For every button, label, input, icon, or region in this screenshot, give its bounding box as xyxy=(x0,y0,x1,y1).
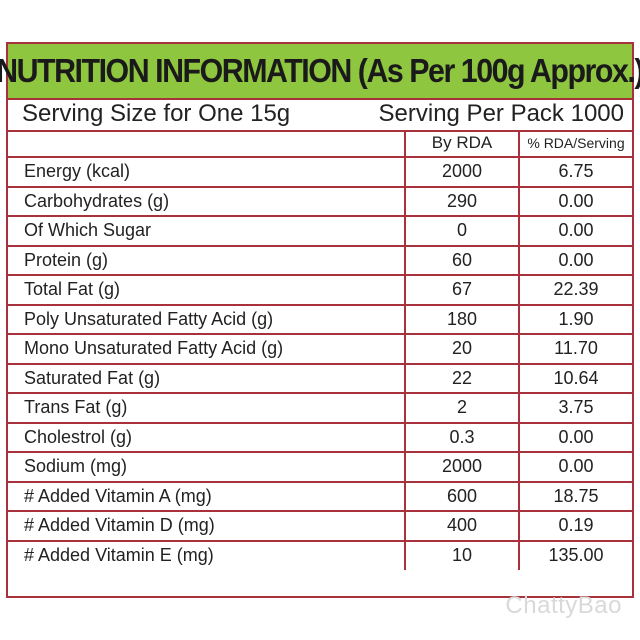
rda-value: 2000 xyxy=(405,156,520,187)
table-row: Sodium (mg) 2000 0.00 xyxy=(8,451,632,482)
nutrient-name: Poly Unsaturated Fatty Acid (g) xyxy=(8,303,406,334)
table-row: Saturated Fat (g) 22 10.64 xyxy=(8,362,632,393)
rda-value: 0.3 xyxy=(405,421,520,452)
table-row: # Added Vitamin D (mg) 400 0.19 xyxy=(8,510,632,541)
rda-value: 600 xyxy=(405,480,520,511)
rda-per-serving-value: 3.75 xyxy=(519,392,632,423)
table-row: Mono Unsaturated Fatty Acid (g) 20 11.70 xyxy=(8,333,632,364)
nutrient-name: Cholestrol (g) xyxy=(8,421,406,452)
table-row: # Added Vitamin E (mg) 10 135.00 xyxy=(8,539,632,570)
nutrient-name: # Added Vitamin D (mg) xyxy=(8,510,406,541)
nutrient-name: Sodium (mg) xyxy=(8,451,406,482)
nutrient-name: # Added Vitamin E (mg) xyxy=(8,539,406,570)
table-header-row: By RDA % RDA/Serving xyxy=(8,130,632,157)
rda-per-serving-value: 18.75 xyxy=(519,480,632,511)
rda-per-serving-value: 135.00 xyxy=(519,539,632,570)
nutrient-name: # Added Vitamin A (mg) xyxy=(8,480,406,511)
table-row: # Added Vitamin A (mg) 600 18.75 xyxy=(8,480,632,511)
header-nutrient xyxy=(8,130,406,157)
rda-value: 20 xyxy=(405,333,520,364)
rda-per-serving-value: 11.70 xyxy=(519,333,632,364)
nutrient-name: Saturated Fat (g) xyxy=(8,362,406,393)
table-row: Poly Unsaturated Fatty Acid (g) 180 1.90 xyxy=(8,303,632,334)
table-row: Trans Fat (g) 2 3.75 xyxy=(8,392,632,423)
rda-per-serving-value: 22.39 xyxy=(519,274,632,305)
rda-per-serving-value: 0.00 xyxy=(519,185,632,216)
rda-value: 2000 xyxy=(405,451,520,482)
rda-value: 180 xyxy=(405,303,520,334)
rda-per-serving-value: 6.75 xyxy=(519,156,632,187)
nutrient-name: Trans Fat (g) xyxy=(8,392,406,423)
nutrient-name: Total Fat (g) xyxy=(8,274,406,305)
rda-value: 0 xyxy=(405,215,520,246)
table-row: Carbohydrates (g) 290 0.00 xyxy=(8,185,632,216)
rda-per-serving-value: 0.00 xyxy=(519,451,632,482)
rda-value: 60 xyxy=(405,244,520,275)
rda-value: 22 xyxy=(405,362,520,393)
rda-value: 290 xyxy=(405,185,520,216)
rda-per-serving-value: 10.64 xyxy=(519,362,632,393)
serving-info-row: Serving Size for One 15g Serving Per Pac… xyxy=(8,98,632,132)
rda-per-serving-value: 0.00 xyxy=(519,244,632,275)
nutrient-name: Of Which Sugar xyxy=(8,215,406,246)
title-bar: NUTRITION INFORMATION (As Per 100g Appro… xyxy=(0,44,640,100)
nutrient-name: Carbohydrates (g) xyxy=(8,185,406,216)
rda-per-serving-value: 0.00 xyxy=(519,215,632,246)
rda-value: 2 xyxy=(405,392,520,423)
table-row: Protein (g) 60 0.00 xyxy=(8,244,632,275)
table-row: Total Fat (g) 67 22.39 xyxy=(8,274,632,305)
rda-value: 67 xyxy=(405,274,520,305)
rda-per-serving-value: 1.90 xyxy=(519,303,632,334)
nutrition-table: By RDA % RDA/Serving Energy (kcal) 2000 6.… xyxy=(8,130,632,570)
header-rda-per-serving: % RDA/Serving xyxy=(527,135,625,151)
serving-size: Serving Size for One 15g xyxy=(22,100,291,127)
watermark: ChattyBao xyxy=(505,592,622,619)
nutrient-name: Mono Unsaturated Fatty Acid (g) xyxy=(8,333,406,364)
table-row: Energy (kcal) 2000 6.75 xyxy=(8,156,632,187)
nutrition-title: NUTRITION INFORMATION (As Per 100g Appro… xyxy=(0,52,640,89)
nutrient-name: Protein (g) xyxy=(8,244,406,275)
nutrient-name: Energy (kcal) xyxy=(8,156,406,187)
servings-per-pack: Serving Per Pack 1000 xyxy=(378,100,624,127)
table-row: Cholestrol (g) 0.3 0.00 xyxy=(8,421,632,452)
rda-value: 400 xyxy=(405,510,520,541)
nutrition-panel: NUTRITION INFORMATION (As Per 100g Appro… xyxy=(0,42,640,598)
rda-per-serving-value: 0.00 xyxy=(519,421,632,452)
rda-value: 10 xyxy=(405,539,520,570)
table-row: Of Which Sugar 0 0.00 xyxy=(8,215,632,246)
header-by-rda: By RDA xyxy=(405,130,520,157)
rda-per-serving-value: 0.19 xyxy=(519,510,632,541)
